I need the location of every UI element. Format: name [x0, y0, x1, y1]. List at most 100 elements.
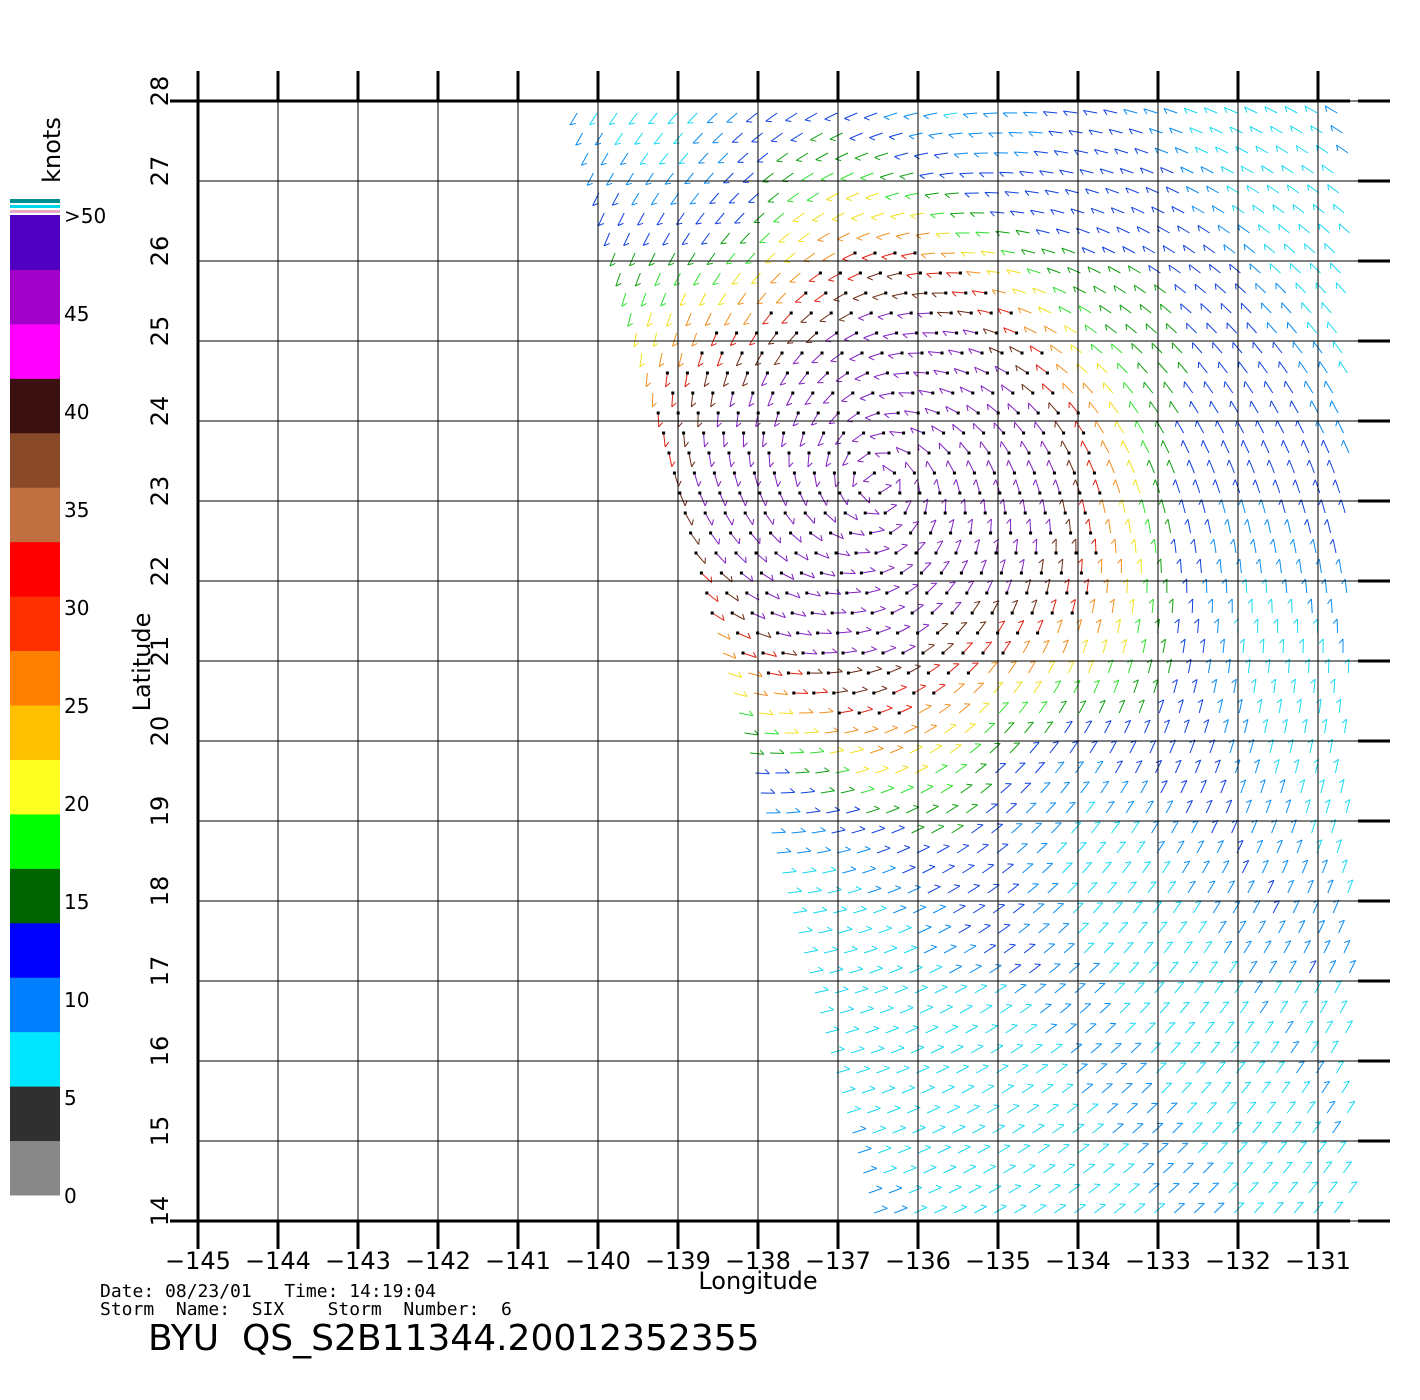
wind-barb	[819, 320, 826, 323]
wind-vector	[824, 112, 838, 120]
wind-vector	[1061, 440, 1070, 454]
wind-vector	[1245, 799, 1252, 814]
wind-barb	[1246, 459, 1250, 466]
wind-barb	[1194, 420, 1198, 427]
wind-barb	[874, 156, 881, 161]
wind-barb	[1262, 1000, 1269, 1004]
wind-vector	[788, 672, 803, 675]
wind-barb	[685, 322, 692, 327]
wind-vector	[829, 750, 844, 754]
wind-vector	[869, 748, 884, 754]
rain-flag	[819, 571, 823, 575]
wind-barb	[765, 556, 768, 563]
wind-vector	[1220, 302, 1232, 314]
wind-barb	[614, 142, 621, 146]
wind-vector	[932, 1126, 946, 1134]
wind-barb	[1147, 941, 1154, 944]
wind-vector	[673, 272, 681, 286]
legend-unit-label: knots	[38, 117, 66, 183]
wind-vector	[1197, 618, 1200, 634]
wind-barb	[762, 613, 766, 619]
wind-vector	[1189, 739, 1196, 754]
rain-flag	[892, 471, 896, 475]
wind-vector	[952, 905, 966, 914]
wind-vector	[993, 1205, 1007, 1214]
wind-vector	[968, 662, 979, 674]
wind-vector	[628, 252, 636, 267]
wind-vector	[1348, 1181, 1358, 1194]
rain-flag	[874, 551, 878, 555]
wind-barb	[716, 422, 722, 428]
rain-flag	[738, 491, 742, 495]
rain-flag	[1058, 491, 1062, 495]
wind-vector	[990, 518, 992, 534]
wind-barb	[980, 984, 987, 987]
wind-barb	[1019, 171, 1024, 177]
wind-barb	[909, 1085, 915, 1089]
wind-barb	[807, 926, 813, 932]
rain-flag	[878, 271, 882, 275]
wind-barb	[1066, 720, 1073, 724]
wind-vector	[887, 1107, 901, 1114]
wind-vector	[943, 112, 958, 116]
wind-vector	[781, 172, 794, 182]
y-tick-label: 28	[146, 76, 174, 107]
wind-vector	[1071, 822, 1082, 834]
wind-vector	[844, 332, 857, 341]
wind-vector	[1333, 678, 1336, 694]
wind-vector	[1093, 1204, 1106, 1214]
wind-vector	[1071, 599, 1076, 614]
wind-barb	[1162, 245, 1166, 252]
wind-barb	[989, 211, 995, 217]
wind-barb	[1077, 1123, 1084, 1126]
wind-vector	[1030, 1044, 1043, 1054]
wind-vector	[1177, 1142, 1189, 1154]
wind-barb	[697, 362, 704, 367]
wind-barb	[1329, 539, 1334, 545]
wind-barb	[899, 175, 906, 180]
wind-vector	[1140, 167, 1154, 174]
wind-vector	[586, 172, 594, 186]
wind-barb	[575, 142, 582, 146]
wind-vector	[1217, 1142, 1228, 1154]
wind-vector	[976, 844, 989, 854]
wind-vector	[921, 1086, 935, 1094]
wind-vector	[1038, 923, 1050, 934]
wind-barb	[776, 160, 783, 163]
rain-flag	[889, 531, 893, 535]
wind-barb	[1085, 188, 1089, 195]
wind-vector	[737, 632, 751, 640]
legend-swatch	[10, 922, 60, 978]
wind-barb	[1009, 1164, 1016, 1167]
wind-vector	[1166, 323, 1177, 334]
wind-barb	[1092, 479, 1096, 486]
wind-barb	[1318, 361, 1321, 368]
wind-barb	[953, 479, 957, 485]
wind-barb	[1293, 618, 1298, 624]
wind-vector	[973, 682, 985, 694]
wind-barb	[818, 747, 825, 752]
wind-vector	[1330, 124, 1343, 134]
wind-barb	[1284, 519, 1288, 525]
wind-barb	[1338, 361, 1341, 368]
wind-vector	[1195, 146, 1209, 154]
wind-barb	[817, 966, 824, 971]
wind-vector	[926, 460, 935, 474]
wind-vector	[1264, 381, 1274, 394]
y-tick-label: 17	[146, 956, 174, 987]
wind-barb	[687, 262, 694, 266]
wind-barb	[1141, 780, 1148, 784]
rain-flag	[902, 431, 906, 435]
wind-barb	[1195, 759, 1201, 764]
wind-barb	[955, 964, 962, 967]
wind-barb	[1286, 459, 1290, 466]
wind-barb	[1292, 204, 1295, 211]
wind-vector	[873, 372, 888, 378]
wind-vector	[876, 232, 890, 238]
wind-barb	[979, 621, 986, 624]
wind-vector	[856, 232, 870, 239]
wind-barb	[1186, 800, 1193, 804]
wind-vector	[1005, 803, 1018, 814]
wind-vector	[1243, 940, 1252, 954]
wind-barb	[1158, 699, 1165, 704]
